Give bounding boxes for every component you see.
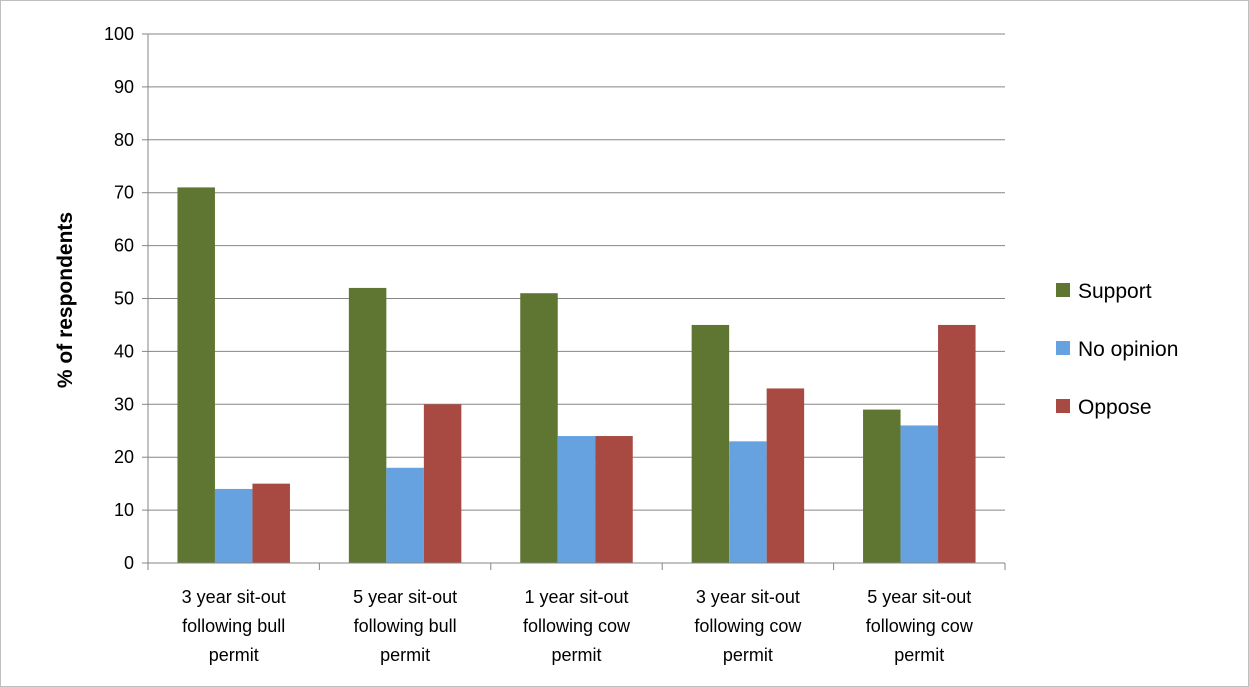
x-category-label-line: permit	[380, 645, 430, 665]
x-category-label-line: following cow	[523, 616, 631, 636]
x-category-label-line: following cow	[866, 616, 974, 636]
x-category-label: 3 year sit-out following bull permit	[182, 587, 286, 665]
y-tick-label: 70	[114, 183, 134, 203]
gridlines	[148, 33, 1005, 511]
legend-swatch-no-opinion	[1056, 341, 1070, 355]
y-tick-label: 80	[114, 130, 134, 150]
x-category-label-line: permit	[551, 645, 601, 665]
legend-label-oppose: Oppose	[1078, 396, 1152, 419]
x-category-label-line: permit	[209, 645, 259, 665]
bar-no-opinion	[386, 467, 424, 563]
bar-support	[691, 324, 730, 563]
y-tick-label: 90	[114, 77, 134, 97]
y-tick-label: 0	[124, 553, 134, 573]
x-category-label: 5 year sit-out following bull permit	[353, 587, 457, 665]
x-category-label-line: following bull	[182, 616, 285, 636]
x-category-label-line: 5 year sit-out	[353, 587, 457, 607]
x-category-label: 1 year sit-out following cow permit	[523, 587, 631, 665]
legend-label-no-opinion: No opinion	[1078, 338, 1178, 361]
y-axis-label: % of respondents	[54, 212, 77, 388]
x-category-label-line: permit	[723, 645, 773, 665]
legend-swatch-oppose	[1056, 399, 1070, 413]
bar-oppose	[595, 436, 633, 563]
legend: Support No opinion Oppose	[1056, 280, 1178, 419]
bar-oppose	[938, 324, 976, 563]
legend-swatch-support	[1056, 283, 1070, 297]
legend-label-support: Support	[1078, 280, 1152, 303]
x-category-label: 5 year sit-out following cow permit	[866, 587, 974, 665]
x-category-label-line: 5 year sit-out	[867, 587, 971, 607]
y-tick-label: 10	[114, 500, 134, 520]
bar-no-opinion	[729, 441, 767, 563]
bar-support	[520, 293, 558, 563]
bar-no-opinion	[557, 436, 596, 563]
bars	[177, 187, 976, 563]
bar-oppose	[252, 483, 290, 563]
x-category-label-line: 3 year sit-out	[696, 587, 800, 607]
axes	[142, 33, 1006, 570]
y-tick-label: 20	[114, 447, 134, 467]
y-tick-label: 60	[114, 236, 134, 256]
bar-no-opinion	[214, 488, 253, 563]
bar-no-opinion	[900, 425, 939, 563]
y-tick-label: 50	[114, 289, 134, 309]
bar-oppose	[766, 388, 805, 563]
y-tick-label: 40	[114, 341, 134, 361]
y-tick-label: 100	[104, 24, 134, 44]
bar-oppose	[423, 404, 462, 563]
bar-support	[177, 187, 215, 563]
y-tick-labels: 0 10 20 30 40 50 60 70 80 90 100	[104, 24, 134, 573]
x-category-label-line: following cow	[694, 616, 802, 636]
y-tick-label: 30	[114, 394, 134, 414]
x-category-label-line: 1 year sit-out	[524, 587, 628, 607]
x-category-label-line: 3 year sit-out	[182, 587, 286, 607]
x-category-label-line: permit	[894, 645, 944, 665]
bar-support	[863, 409, 901, 563]
x-category-label-line: following bull	[354, 616, 457, 636]
bar-support	[348, 287, 387, 563]
x-category-label: 3 year sit-out following cow permit	[694, 587, 802, 665]
